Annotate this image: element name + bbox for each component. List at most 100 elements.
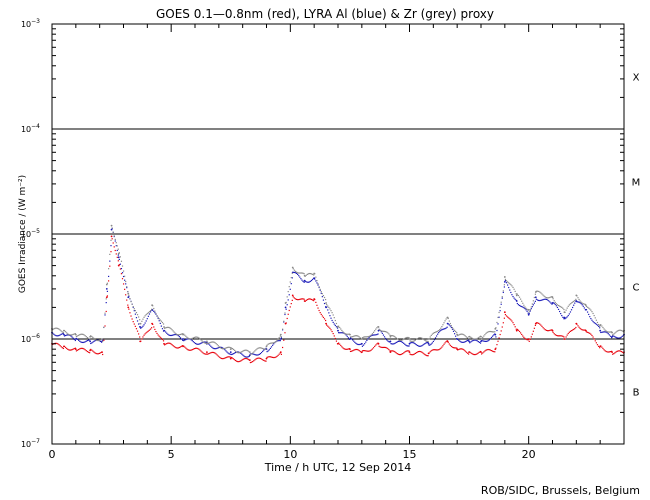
data-trace-dot — [199, 349, 201, 351]
data-trace-dot — [319, 288, 321, 290]
data-trace-dot — [376, 333, 378, 336]
data-trace-dot — [402, 339, 404, 341]
data-trace-dot — [265, 347, 267, 349]
data-trace-dot — [415, 352, 418, 354]
data-trace-dot — [465, 340, 468, 342]
data-trace-dot — [500, 330, 502, 332]
data-point — [494, 333, 497, 336]
data-trace-dot — [132, 306, 134, 308]
data-trace-dot — [193, 348, 196, 350]
data-trace-dot — [397, 353, 400, 355]
data-trace-dot — [389, 341, 391, 343]
chart-title: GOES 0.1—0.8nm (red), LYRA Al (blue) & Z… — [156, 7, 494, 21]
data-trace-dot — [289, 288, 291, 290]
data-trace-dot — [262, 359, 264, 361]
data-trace-dot — [161, 321, 164, 324]
data-trace-dot — [170, 343, 172, 345]
data-point — [325, 302, 327, 304]
data-trace-dot — [116, 245, 118, 247]
data-trace-dot — [383, 346, 386, 349]
data-trace-dot — [475, 353, 477, 355]
data-trace-dot — [361, 337, 364, 339]
data-trace-dot — [316, 304, 318, 306]
data-trace-dot — [411, 354, 413, 356]
data-trace-dot — [167, 342, 169, 344]
data-trace-dot — [154, 310, 156, 312]
data-trace-dot — [536, 322, 539, 324]
data-trace-dot — [561, 306, 563, 309]
data-trace-dot — [573, 304, 575, 306]
data-trace-dot — [125, 283, 127, 285]
data-trace-dot — [284, 332, 286, 334]
data-trace-dot — [458, 339, 460, 341]
data-trace-dot — [233, 359, 236, 361]
data-trace-dot — [596, 324, 599, 326]
data-trace-dot — [514, 290, 516, 293]
data-trace-dot — [424, 353, 426, 356]
data-trace-dot — [518, 330, 521, 333]
data-trace-dot — [544, 298, 546, 300]
data-trace-dot — [254, 350, 256, 352]
data-trace-dot — [387, 347, 389, 350]
data-trace-dot — [444, 320, 446, 322]
data-trace-dot — [82, 347, 84, 350]
data-trace-dot — [609, 335, 612, 337]
data-point — [534, 291, 537, 293]
data-trace-dot — [143, 316, 145, 318]
data-trace-dot — [260, 358, 263, 360]
data-trace-dot — [205, 341, 208, 344]
data-point — [117, 264, 120, 267]
data-trace-dot — [551, 329, 553, 331]
data-trace-dot — [272, 344, 274, 346]
data-trace-dot — [318, 286, 320, 288]
data-trace-dot — [389, 350, 391, 352]
data-trace-dot — [237, 351, 239, 353]
data-trace-dot — [380, 346, 382, 348]
data-trace-dot — [288, 309, 290, 312]
data-trace-dot — [529, 338, 531, 340]
data-trace-dot — [59, 334, 61, 336]
data-trace-dot — [366, 336, 368, 338]
data-trace-dot — [562, 316, 564, 318]
data-trace-dot — [83, 348, 85, 350]
data-trace-dot — [455, 347, 457, 349]
data-trace-dot — [241, 351, 243, 353]
data-trace-dot — [60, 346, 62, 348]
data-trace-dot — [263, 359, 265, 362]
data-trace-dot — [174, 333, 176, 336]
data-trace-dot — [161, 328, 164, 330]
data-trace-dot — [409, 353, 411, 355]
data-trace-dot — [394, 342, 396, 344]
data-trace-dot — [185, 335, 187, 337]
data-trace-dot — [191, 349, 193, 351]
data-trace-dot — [180, 338, 183, 340]
data-trace-dot — [312, 299, 314, 301]
data-trace-dot — [169, 334, 171, 337]
data-trace-dot — [514, 326, 516, 328]
data-trace-dot — [81, 333, 83, 335]
data-trace-dot — [278, 340, 280, 342]
data-trace-dot — [371, 348, 374, 350]
data-point — [279, 333, 282, 336]
data-trace-dot — [202, 352, 204, 354]
data-trace-dot — [335, 322, 338, 325]
data-trace-dot — [358, 343, 360, 346]
data-trace-dot — [80, 347, 82, 350]
data-trace-dot — [443, 343, 445, 345]
data-trace-dot — [515, 328, 517, 330]
data-trace-dot — [293, 271, 295, 274]
data-trace-dot — [147, 330, 149, 332]
data-trace-dot — [560, 312, 562, 315]
data-trace-dot — [89, 338, 91, 340]
data-trace-dot — [490, 336, 493, 339]
data-trace-dot — [246, 349, 248, 352]
data-trace-dot — [141, 326, 143, 328]
data-trace-dot — [242, 358, 244, 361]
data-trace-dot — [232, 348, 235, 350]
data-trace-dot — [78, 348, 80, 351]
data-trace-dot — [155, 330, 157, 333]
data-trace-dot — [450, 345, 453, 348]
data-trace-dot — [606, 331, 608, 333]
data-trace-dot — [434, 337, 437, 339]
data-trace-dot — [92, 350, 94, 352]
